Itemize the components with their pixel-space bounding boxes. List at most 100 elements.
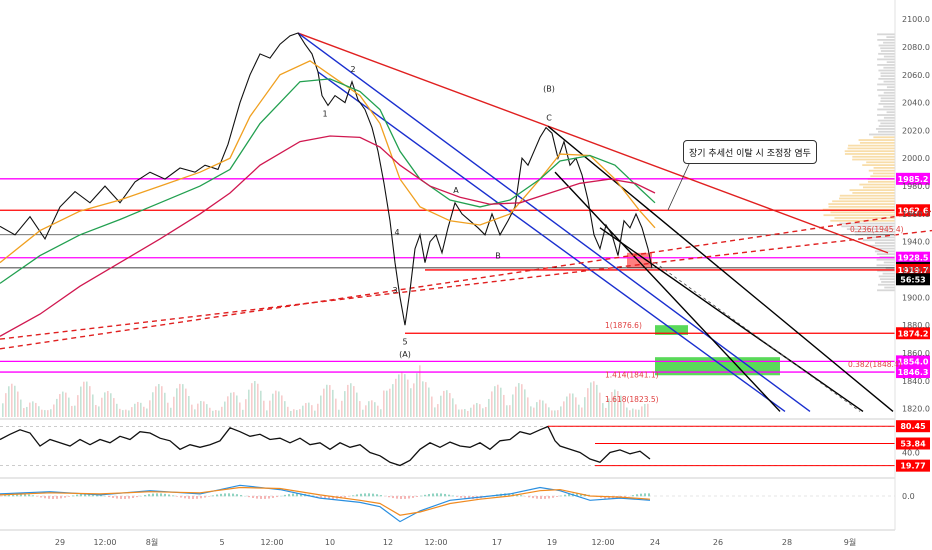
volume-profile-bar bbox=[883, 105, 895, 108]
time-tick-label: 24 bbox=[650, 538, 660, 547]
wave-label: 2 bbox=[350, 65, 355, 74]
volume-bar bbox=[251, 383, 253, 417]
volume-bar bbox=[116, 403, 118, 417]
volume-bar bbox=[5, 393, 7, 417]
volume-bar bbox=[332, 389, 334, 417]
volume-profile-bar bbox=[883, 91, 895, 94]
macd-histogram-bar bbox=[644, 493, 646, 497]
trendline bbox=[0, 210, 932, 350]
macd-histogram-bar bbox=[184, 496, 186, 499]
macd-histogram-bar bbox=[540, 496, 542, 499]
macd-histogram-bar bbox=[148, 494, 150, 497]
volume-profile-bar bbox=[877, 58, 895, 61]
price-tick-label: 1840.0 bbox=[902, 377, 930, 386]
volume-bar bbox=[293, 409, 295, 417]
macd-histogram-bar bbox=[416, 496, 418, 497]
trendline bbox=[554, 171, 781, 412]
time-tick-label: 17 bbox=[492, 538, 502, 547]
volume-bar bbox=[638, 409, 640, 417]
time-tick-label: 9월 bbox=[844, 537, 856, 547]
time-tick-label: 8월 bbox=[146, 537, 158, 547]
macd-histogram-bar bbox=[268, 496, 270, 499]
price-tick-label: 2040.0 bbox=[902, 99, 930, 108]
macd-histogram-bar bbox=[632, 495, 634, 497]
wave-label: 5 bbox=[402, 338, 407, 347]
volume-bar bbox=[179, 383, 181, 417]
volume-bar bbox=[311, 405, 313, 417]
volume-bar bbox=[245, 399, 247, 417]
volume-bar bbox=[623, 401, 625, 417]
trendline bbox=[297, 32, 889, 254]
volume-bar bbox=[203, 401, 205, 417]
time-tick-label: 12 bbox=[383, 538, 393, 547]
macd-histogram-bar bbox=[408, 496, 410, 499]
volume-bar bbox=[407, 379, 409, 417]
volume-profile-bar bbox=[873, 166, 895, 169]
volume-bar bbox=[374, 402, 376, 417]
volume-bar bbox=[344, 391, 346, 417]
price-tick-label: 2080.0 bbox=[902, 43, 930, 52]
volume-bar bbox=[326, 384, 328, 417]
trendline bbox=[547, 125, 894, 412]
volume-bar bbox=[566, 396, 568, 417]
macd-histogram-bar bbox=[180, 496, 182, 498]
volume-bar bbox=[578, 404, 580, 417]
volume-bar bbox=[626, 407, 628, 417]
volume-bar bbox=[335, 398, 337, 417]
volume-bar bbox=[575, 397, 577, 417]
macd-histogram-bar bbox=[532, 496, 534, 499]
volume-bar bbox=[341, 400, 343, 417]
volume-bar bbox=[92, 394, 94, 417]
volume-bar bbox=[32, 401, 34, 417]
price-tick-label: 1900.0 bbox=[902, 293, 930, 302]
levels-layer: 1985.21962.61928.51921.21919.71874.21854… bbox=[0, 172, 930, 404]
volume-profile-bar bbox=[886, 86, 895, 89]
macd-histogram-bar bbox=[232, 493, 234, 497]
price-tick-label: 1920.0 bbox=[902, 266, 930, 275]
macd-histogram-bar bbox=[36, 496, 38, 497]
volume-bar bbox=[557, 410, 559, 417]
moving-average-series bbox=[0, 135, 656, 337]
volume-bar bbox=[461, 409, 463, 417]
volume-bar bbox=[188, 396, 190, 417]
macd-histogram-bar bbox=[352, 495, 354, 497]
volume-bar bbox=[233, 392, 235, 417]
volume-bar bbox=[254, 381, 256, 417]
trendline bbox=[0, 229, 932, 340]
volume-bar bbox=[101, 397, 103, 417]
volume-bar bbox=[65, 392, 67, 417]
volume-bar bbox=[317, 403, 319, 417]
macd-histogram-bar bbox=[576, 493, 578, 497]
macd-histogram-bar bbox=[220, 493, 222, 497]
volume-bar bbox=[11, 383, 13, 417]
macd-histogram-bar bbox=[208, 496, 210, 497]
macd-histogram-bar bbox=[68, 496, 70, 497]
price-tick-label: 2060.0 bbox=[902, 71, 930, 80]
volume-profile-bar bbox=[852, 158, 895, 161]
macd-histogram-bar bbox=[376, 494, 378, 497]
volume-profile-bar bbox=[877, 269, 895, 272]
macd-histogram-bar bbox=[648, 493, 650, 497]
volume-bar bbox=[512, 394, 514, 417]
volume-bar bbox=[533, 407, 535, 417]
price-tick-label: 2020.0 bbox=[902, 126, 930, 135]
macd-histogram-bar bbox=[608, 496, 610, 499]
volume-profile-bar bbox=[880, 50, 895, 52]
volume-profile-bar bbox=[877, 64, 895, 66]
macd-histogram-bar bbox=[432, 493, 434, 497]
macd-series bbox=[0, 486, 651, 516]
fib-label: 0.382(1848.4) bbox=[848, 360, 902, 369]
fib-label: 1(1876.6) bbox=[605, 321, 642, 330]
volume-bar bbox=[41, 409, 43, 417]
volume-bar bbox=[86, 381, 88, 417]
volume-bar bbox=[377, 405, 379, 417]
volume-bar bbox=[380, 409, 382, 417]
volume-bar bbox=[164, 392, 166, 417]
volume-bar bbox=[56, 398, 58, 417]
price-tick-label: 1940.0 bbox=[902, 238, 930, 247]
macd-histogram-bar bbox=[124, 496, 126, 499]
macd-histogram-bar bbox=[296, 493, 298, 497]
volume-profile-bar bbox=[870, 175, 895, 178]
macd-histogram-bar bbox=[80, 493, 82, 497]
